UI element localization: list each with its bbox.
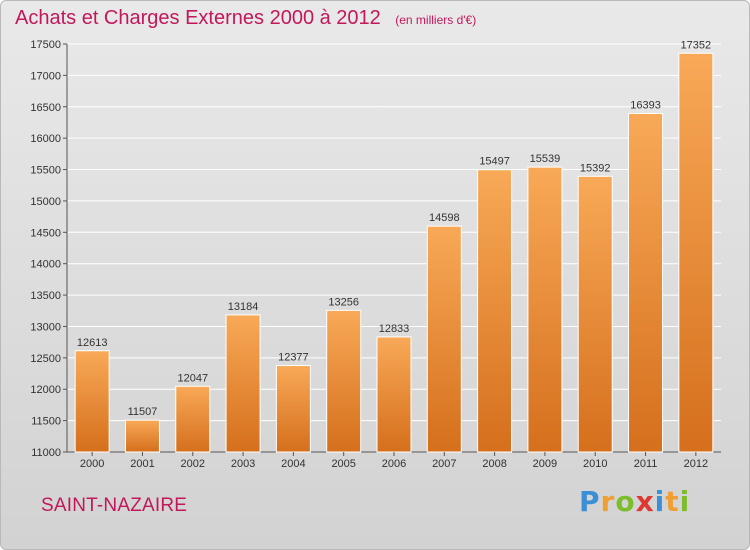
x-tick-label-2007: 2007 [432,458,456,470]
y-tick-label: 13000 [30,321,61,333]
y-tick-label: 14500 [30,227,61,239]
chart-title-block: Achats et Charges Externes 2000 à 2012 (… [15,7,476,30]
bar-2003 [225,314,261,453]
x-tick-label-2010: 2010 [583,458,607,470]
logo-letter: t [665,485,680,518]
x-tick-label-2004: 2004 [281,458,305,470]
bar-2002 [175,385,211,453]
x-tick-label-2012: 2012 [684,458,708,470]
logo-letter: x [635,485,655,518]
logo-letter: i [654,485,666,518]
logo-letter: P [579,485,601,518]
data-label-2007: 14598 [429,212,460,224]
bar-2004 [275,365,311,453]
y-tick-label: 13500 [30,290,61,302]
x-tick-label-2005: 2005 [331,458,355,470]
bar-2008 [477,169,513,453]
y-tick-label: 11500 [31,416,61,428]
y-tick-label: 11000 [31,447,61,459]
y-tick-label: 15000 [30,196,61,208]
bar-2007 [426,225,462,453]
x-tick-label-2002: 2002 [181,458,205,470]
y-tick-label: 16000 [30,133,61,145]
x-tick-label-2001: 2001 [130,458,154,470]
city-name: SAINT-NAZAIRE [41,495,188,516]
data-label-2001: 11507 [128,406,158,418]
chart-title: Achats et Charges Externes 2000 à 2012 [15,7,381,29]
data-label-2012: 17352 [681,39,712,51]
x-tick-label-2003: 2003 [231,458,255,470]
data-label-2010: 15392 [580,162,611,174]
y-tick-label: 12500 [30,353,61,365]
data-label-2000: 12613 [77,337,108,349]
y-tick-label: 15500 [30,165,61,177]
data-label-2002: 12047 [177,372,208,384]
bar-2010 [577,175,613,453]
bar-2001 [124,419,160,453]
y-tick-label: 14000 [30,259,61,271]
x-tick-label-2009: 2009 [533,458,557,470]
data-label-2004: 12377 [278,352,309,364]
bar-2009 [527,166,563,453]
x-tick-label-2008: 2008 [482,458,506,470]
y-tick-label: 17500 [30,39,61,51]
bar-2005 [326,309,362,453]
data-label-2006: 12833 [379,323,410,335]
x-tick-label-2006: 2006 [382,458,406,470]
data-label-2003: 13184 [228,301,259,313]
logo-letter: i [679,485,691,518]
data-label-2005: 13256 [328,296,359,308]
bar-2006 [376,336,412,453]
x-tick-label-2000: 2000 [80,458,104,470]
data-label-2009: 15539 [530,153,561,165]
proxiti-logo: Proxiti [579,485,690,518]
bar-2011 [628,112,664,453]
logo-letter: o [615,485,636,518]
x-tick-label-2011: 2011 [634,458,658,470]
data-label-2011: 16393 [630,99,661,111]
y-tick-label: 12000 [30,384,61,396]
logo-letter: r [600,485,616,518]
chart-unit: (en milliers d'€) [395,13,477,27]
y-tick-label: 16500 [30,102,61,114]
y-tick-label: 17000 [30,70,61,82]
bar-2012 [678,52,714,453]
data-label-2008: 15497 [479,156,510,168]
bar-2000 [74,350,110,453]
